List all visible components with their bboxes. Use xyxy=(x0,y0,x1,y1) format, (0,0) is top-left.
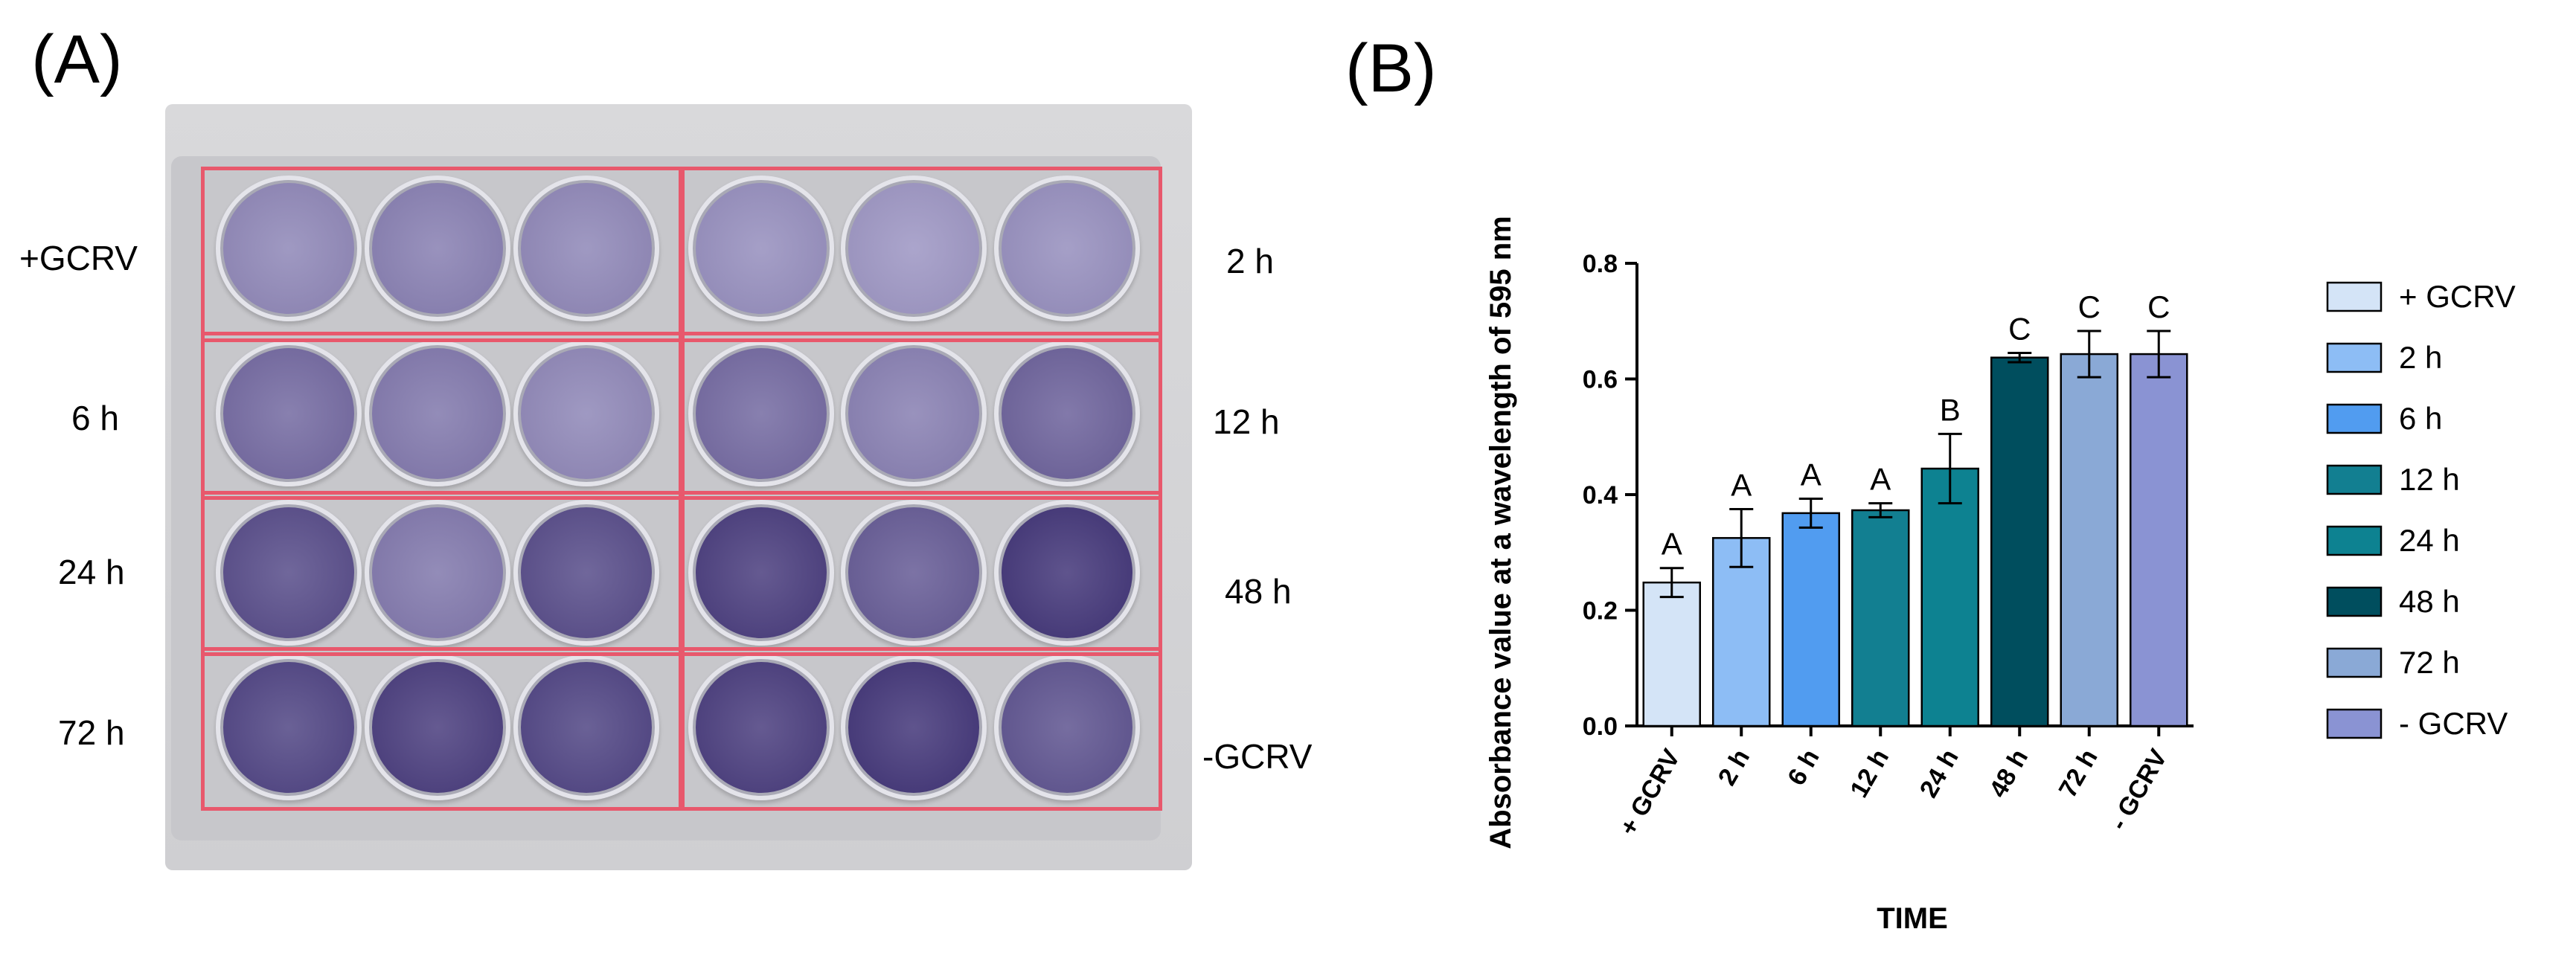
legend-label: 2 h xyxy=(2399,340,2442,375)
well xyxy=(841,500,987,646)
y-tick-label: 0.2 xyxy=(1583,597,1618,626)
bar xyxy=(2060,353,2118,727)
well xyxy=(216,341,362,486)
well xyxy=(688,176,834,321)
well xyxy=(688,655,834,800)
well xyxy=(688,500,834,646)
y-tick-label: 0.4 xyxy=(1583,481,1618,509)
significance-letter: C xyxy=(2147,289,2170,324)
y-axis-title: Absorbance value at a wavelength of 595 … xyxy=(1484,216,1517,849)
legend-swatch xyxy=(2326,708,2383,739)
y-tick-label: 0.8 xyxy=(1583,250,1618,278)
well xyxy=(513,176,659,321)
bar xyxy=(1920,467,1979,727)
row-label-2h: 2 h xyxy=(1226,242,1274,280)
legend-label: - GCRV xyxy=(2399,706,2508,741)
well xyxy=(994,655,1140,800)
legend-label: + GCRV xyxy=(2399,279,2516,314)
x-tick-label: 2 h xyxy=(1713,745,1755,791)
y-tick-label: 0.0 xyxy=(1583,713,1618,741)
row-label-48h: 48 h xyxy=(1225,572,1292,611)
y-tick-label: 0.6 xyxy=(1583,366,1618,394)
well xyxy=(513,341,659,486)
legend-swatch xyxy=(2326,586,2383,617)
well xyxy=(841,655,987,800)
significance-letter: A xyxy=(1870,462,1891,497)
legend-label: 24 h xyxy=(2399,523,2460,558)
well xyxy=(994,500,1140,646)
well xyxy=(994,176,1140,321)
group-frame xyxy=(679,167,1162,342)
significance-letter: B xyxy=(1940,392,1961,427)
well xyxy=(365,500,510,646)
group-frame xyxy=(201,332,685,500)
significance-letter: C xyxy=(2078,289,2101,324)
group-frame xyxy=(679,332,1162,500)
group-frame xyxy=(679,647,1162,811)
well xyxy=(365,176,510,321)
well xyxy=(513,500,659,646)
legend-swatch xyxy=(2326,403,2383,434)
well xyxy=(994,341,1140,486)
legend-label: 12 h xyxy=(2399,462,2460,497)
well xyxy=(365,341,510,486)
legend-label: 72 h xyxy=(2399,645,2460,680)
bar xyxy=(1642,581,1701,727)
legend-swatch xyxy=(2326,525,2383,556)
well xyxy=(688,341,834,486)
group-frame xyxy=(201,647,685,811)
x-tick-label: + GCRV xyxy=(1614,745,1686,840)
bar xyxy=(1990,356,2049,727)
x-tick-label: 24 h xyxy=(1915,745,1964,803)
well xyxy=(841,341,987,486)
well xyxy=(365,655,510,800)
x-axis-title: TIME xyxy=(1877,902,1948,935)
row-label-positive-control: +GCRV xyxy=(19,239,138,277)
row-label-6h: 6 h xyxy=(71,399,119,437)
x-tick-label: 48 h xyxy=(1984,745,2034,803)
group-frame xyxy=(679,491,1162,656)
bar xyxy=(2130,353,2188,727)
legend-swatch xyxy=(2326,464,2383,495)
panel-b-letter: (B) xyxy=(1345,30,1437,106)
well xyxy=(841,176,987,321)
legend-swatch xyxy=(2326,281,2383,312)
x-tick-label: 12 h xyxy=(1845,745,1894,803)
bar xyxy=(1851,509,1910,727)
significance-letter: A xyxy=(1801,457,1822,492)
group-frame xyxy=(201,491,685,656)
row-label-negative-control: -GCRV xyxy=(1202,737,1313,776)
well xyxy=(513,655,659,800)
x-tick-label: 6 h xyxy=(1782,745,1824,791)
legend-label: 48 h xyxy=(2399,584,2460,619)
legend-swatch xyxy=(2326,342,2383,373)
panel-a-letter: (A) xyxy=(31,22,123,97)
well xyxy=(216,176,362,321)
significance-letter: C xyxy=(2008,312,2031,347)
row-label-24h: 24 h xyxy=(58,553,125,591)
x-tick-label: 72 h xyxy=(2054,745,2104,803)
significance-letter: A xyxy=(1662,527,1682,562)
legend-label: 6 h xyxy=(2399,401,2442,436)
well xyxy=(216,500,362,646)
x-tick-label: - GCRV xyxy=(2104,745,2173,835)
group-frame xyxy=(201,167,685,342)
legend-swatch xyxy=(2326,647,2383,678)
row-label-12h: 12 h xyxy=(1213,402,1280,441)
significance-letter: A xyxy=(1731,467,1752,502)
bar xyxy=(1781,512,1840,727)
well xyxy=(216,655,362,800)
row-label-72h: 72 h xyxy=(58,713,125,752)
